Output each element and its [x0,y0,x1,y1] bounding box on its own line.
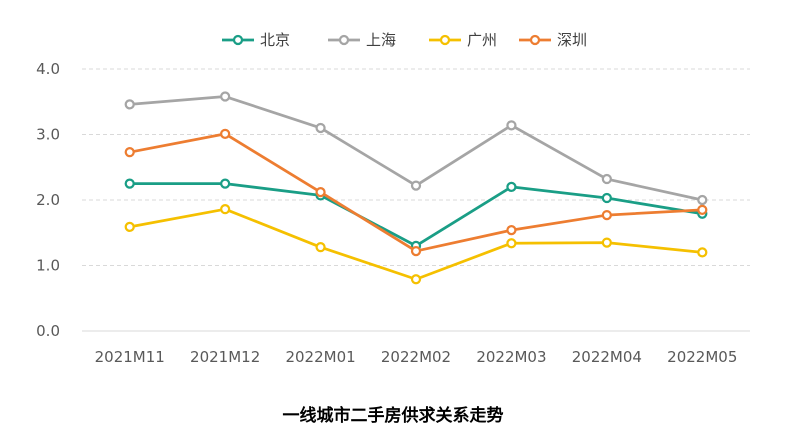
data-point [315,187,326,198]
data-point [410,245,422,257]
x-tick-label: 2022M01 [285,348,355,366]
legend-marker [529,34,541,46]
legend-label: 上海 [366,31,396,49]
legend-label: 深圳 [557,31,587,49]
data-point [697,194,708,206]
x-tick-label: 2022M02 [381,348,451,366]
data-point [506,120,517,131]
data-point [220,178,231,189]
data-point [220,204,231,215]
data-point [220,91,231,102]
data-point [697,204,708,215]
y-tick-label: 1.0 [36,257,60,275]
legend-marker [232,34,244,46]
data-point [601,173,612,185]
data-point [506,225,517,236]
x-tick-label: 2022M05 [667,348,737,366]
series-line [129,132,703,253]
series-group [124,91,708,285]
chart-title: 一线城市二手房供求关系走势 [283,405,504,426]
y-tick-label: 0.0 [36,322,60,340]
data-point [410,274,422,285]
data-point [601,209,612,221]
data-point [697,247,708,258]
y-axis-ticks: 0.0 1.0 2.0 3.0 4.0 [36,60,60,340]
data-point [601,237,612,248]
legend-item: 上海 [328,31,396,49]
x-tick-label: 2022M03 [476,348,546,366]
data-point [506,181,517,193]
data-point [220,128,231,139]
data-point [315,242,326,253]
data-point [124,221,135,232]
gridlines [82,68,750,266]
data-point [410,180,422,191]
y-tick-label: 4.0 [36,60,60,78]
x-tick-label: 2022M04 [572,348,642,366]
x-tick-label: 2021M12 [190,348,260,366]
legend-item: 深圳 [519,31,587,49]
legend-marker [338,34,350,46]
data-point [124,147,135,158]
data-point [124,178,135,189]
y-tick-label: 2.0 [36,191,60,209]
legend-label: 广州 [467,31,497,49]
y-tick-label: 3.0 [36,126,60,144]
data-point [601,192,612,204]
legend: 北京 上海 广州 深圳 [222,31,587,49]
data-point [124,99,135,110]
series-深圳 [124,128,708,257]
legend-marker [439,34,451,46]
x-tick-label: 2021M11 [95,348,165,366]
data-point [506,238,517,249]
legend-item: 北京 [222,31,290,49]
x-axis-ticks: 2021M11 2021M12 2022M01 2022M02 2022M03 2022M… [95,348,738,366]
legend-item: 广州 [429,31,497,49]
series-广州 [124,204,708,285]
legend-label: 北京 [260,31,290,49]
data-point [315,122,326,134]
series-上海 [124,91,708,206]
